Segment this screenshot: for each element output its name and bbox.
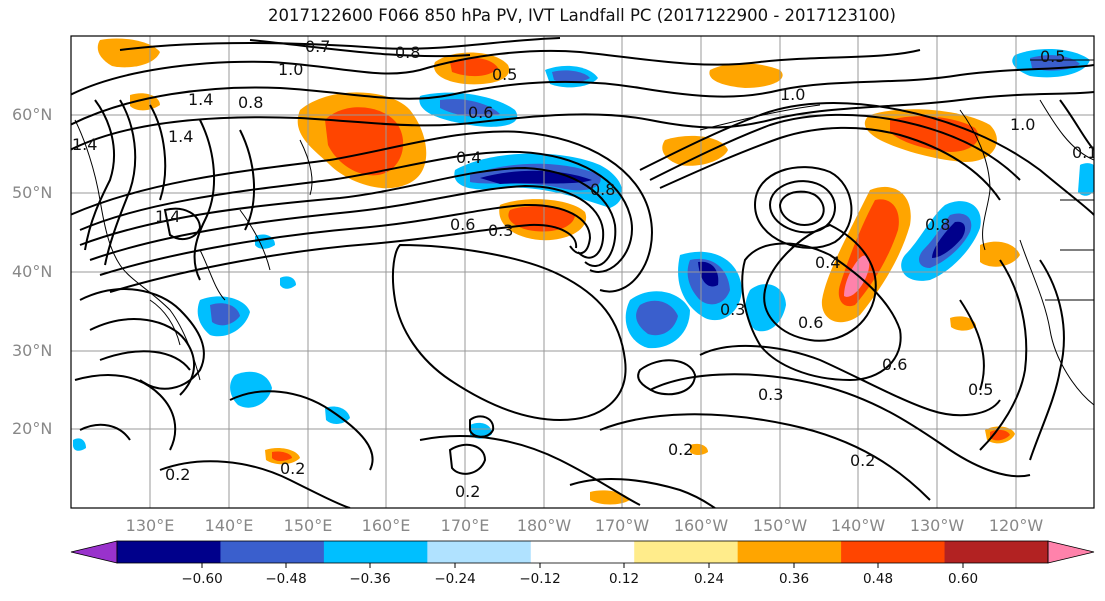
lon-label: 170°W [594, 516, 650, 535]
lon-label: 160°E [361, 516, 411, 535]
graticule [71, 36, 1094, 508]
colorbar-tick-label: −0.48 [265, 571, 307, 587]
contour-label: 0.5 [492, 65, 517, 84]
colorbar-tick-label: 0.24 [693, 571, 725, 587]
shade-red-patch [450, 57, 498, 77]
shade-blue-patch [440, 98, 500, 117]
contour-label: 0.8 [395, 43, 420, 62]
contour-label: 0.2 [455, 482, 480, 501]
lon-label: 130°W [909, 516, 965, 535]
contour-label: 0.6 [882, 355, 907, 374]
shade-red-patch [272, 451, 292, 461]
contour-label: 1.0 [278, 60, 303, 79]
contour-label: 0.6 [468, 103, 493, 122]
shade-blue-patch [280, 276, 296, 289]
contour-label: 0.1 [1072, 143, 1097, 162]
map-frame [70, 35, 1095, 509]
lat-label: 20°N [12, 419, 53, 438]
contour-label: 0.2 [280, 459, 305, 478]
contour-label: 0.5 [1040, 47, 1065, 66]
lon-label: 170°E [440, 516, 490, 535]
contour-label: 0.6 [798, 313, 823, 332]
lon-label: 120°W [988, 516, 1044, 535]
shade-blue-patch [210, 303, 240, 326]
contour-label: 1.0 [1010, 115, 1035, 134]
contour-labels: 0.7 0.8 1.0 1.4 0.8 1.4 1.4 1.4 0.8 0.6 … [72, 37, 1097, 501]
lon-label: 140°W [830, 516, 886, 535]
colorbar-tick-label: 0.48 [862, 571, 894, 587]
shade-darkblue-patch [932, 221, 966, 258]
colorbar-tick-label: 0.36 [778, 571, 810, 587]
lon-label: 150°W [752, 516, 808, 535]
pv-contours [71, 37, 1094, 508]
contour-label: 0.8 [925, 215, 950, 234]
shade-blue-patch [552, 70, 590, 83]
colorbar-tick-label: 0.12 [608, 571, 640, 587]
shade-orange-patch [709, 63, 783, 88]
colorbar-tick-label: −0.60 [181, 571, 223, 587]
contour-label: 0.5 [968, 380, 993, 399]
lon-label: 140°E [204, 516, 254, 535]
lon-label: 130°E [125, 516, 175, 535]
shade-blue-patch [230, 371, 272, 408]
shade-blue-patch [636, 300, 678, 336]
contour-label: 0.4 [456, 148, 481, 167]
shade-orange-patch [662, 135, 728, 166]
contour-label: 0.7 [305, 37, 330, 56]
contour-label: 0.6 [450, 215, 475, 234]
lat-label: 40°N [12, 262, 53, 281]
contour-label: 0.3 [720, 300, 745, 319]
contour-label: 0.3 [488, 221, 513, 240]
coastlines [74, 59, 1094, 406]
shade-orange-patch [950, 316, 976, 331]
contour-label: 1.0 [780, 85, 805, 104]
shade-orange-patch [97, 38, 160, 68]
lon-label: 180°W [516, 516, 572, 535]
contour-label: 0.4 [815, 253, 840, 272]
contour-label: 1.4 [155, 207, 180, 226]
contour-label: 0.8 [590, 180, 615, 199]
contour-label: 0.2 [165, 465, 190, 484]
contour-label: 1.4 [188, 90, 213, 109]
shade-orange-patch [980, 241, 1020, 267]
contour-label: 1.4 [72, 135, 97, 154]
lat-label: 60°N [12, 105, 53, 124]
colorbar-tick-label: 0.60 [947, 571, 979, 587]
colorbar-tick-label: −0.12 [519, 571, 561, 587]
contour-label: 1.4 [168, 127, 193, 146]
shade-orange-patch [690, 443, 708, 455]
shade-blue-patch [73, 438, 86, 451]
contour-label: 0.3 [758, 385, 783, 404]
shade-darkblue-patch [698, 261, 719, 287]
lon-label: 150°E [283, 516, 333, 535]
contour-label: 0.2 [850, 451, 875, 470]
shade-orange-patch [590, 490, 630, 505]
colorbar-tick-label: −0.24 [434, 571, 476, 587]
shade-pink-patch [844, 255, 870, 297]
lon-label: 160°W [673, 516, 729, 535]
lat-label: 50°N [12, 183, 53, 202]
shade-blue-patch [1078, 163, 1094, 196]
contour-label: 0.2 [668, 440, 693, 459]
lat-label: 30°N [12, 341, 53, 360]
chart-title: 2017122600 F066 850 hPa PV, IVT Landfall… [268, 6, 896, 25]
contour-label: 0.8 [238, 93, 263, 112]
shade-blue-patch [470, 422, 492, 439]
shade-blue-patch [255, 234, 275, 249]
colorbar-tick-label: −0.36 [349, 571, 391, 587]
